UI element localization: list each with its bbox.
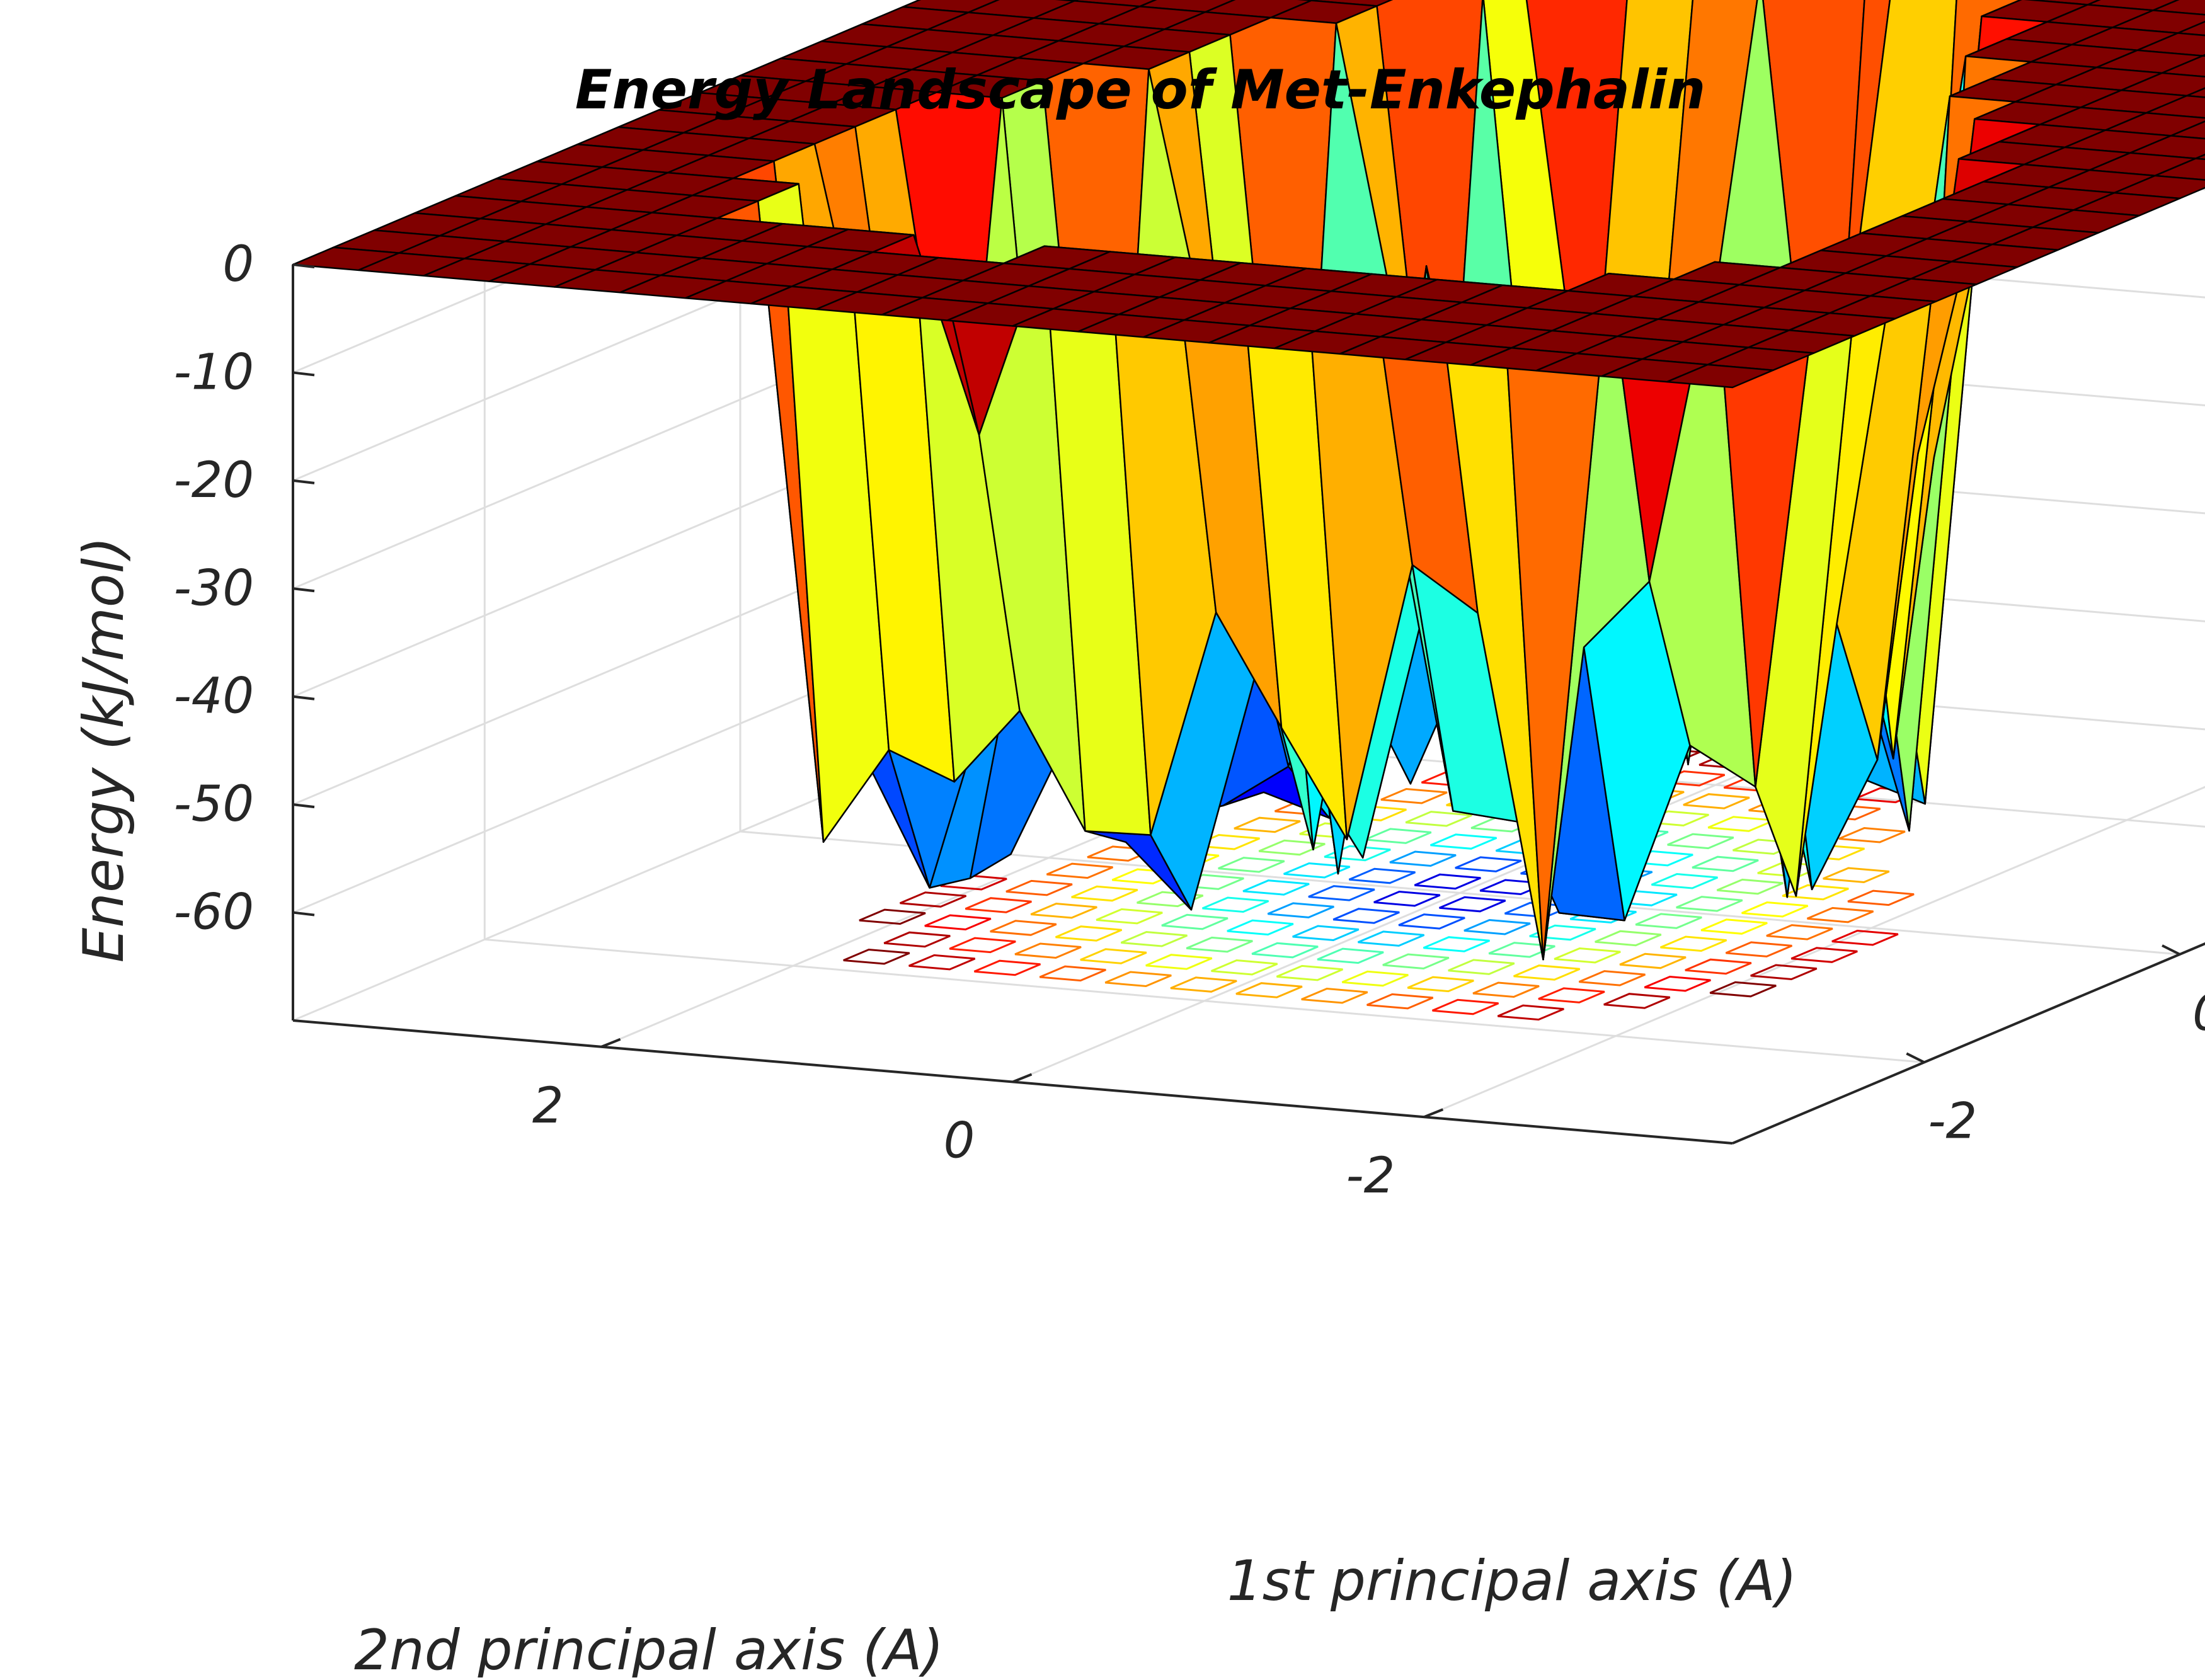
x-tick-label: 0 [2192,985,2205,1042]
x-axis-label: 1st principal axis (A) [1227,1548,1797,1613]
z-tick-label: -10 [174,344,254,401]
z-axis-label: Energy (kJ/mol) [71,537,136,963]
y-axis-label: 2nd principal axis (A) [354,1618,944,1677]
z-tick-label: -40 [174,668,254,725]
z-tick-label: 0 [222,236,254,293]
x-tick-label: -2 [1928,1093,1977,1150]
z-tick-label: -60 [174,884,254,941]
chart-title: Energy Landscape of Met-Enkephalin [575,59,1706,122]
z-tick-label: -50 [174,776,254,833]
y-tick-label: 2 [532,1078,564,1134]
z-tick-label: -20 [174,452,254,509]
y-tick-label: 0 [944,1113,975,1170]
y-tick-label: -2 [1346,1148,1395,1204]
z-tick-label: -30 [174,560,254,617]
